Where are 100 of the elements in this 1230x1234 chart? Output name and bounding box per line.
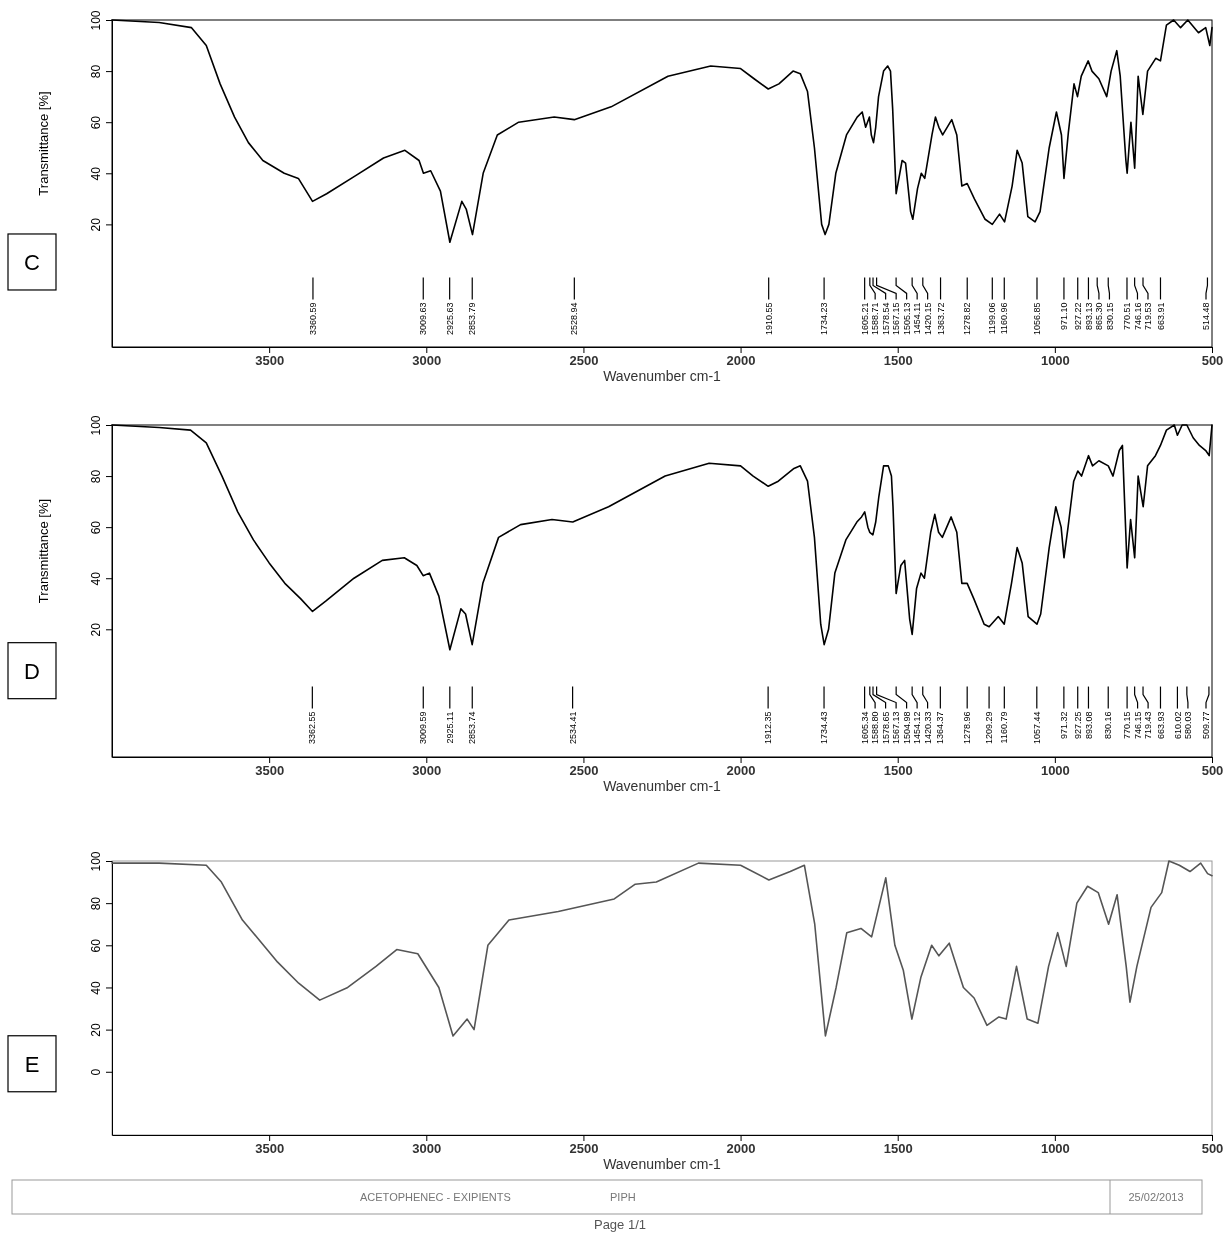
annotation: 1588.71: [870, 302, 881, 335]
annotation: 1505.13: [901, 302, 912, 335]
x-tick-label: 500: [1201, 1141, 1224, 1157]
annotation: 514.48: [1201, 302, 1212, 330]
annotation: 3009.63: [418, 302, 429, 335]
y-tick-label: 100: [89, 415, 104, 436]
annotation: 746.15: [1132, 711, 1143, 740]
annotation: 1363.72: [935, 302, 946, 335]
annotation: 2925.11: [444, 711, 455, 744]
text: PIPH: [610, 1191, 636, 1203]
y-tick-label: 20: [89, 622, 104, 637]
annotation: 1734.43: [819, 711, 830, 745]
annotation: 1454.11: [912, 302, 923, 335]
line-series: [111, 860, 1213, 1037]
annotation: 663.93: [1155, 711, 1166, 740]
x-tick-label: 2500: [569, 1141, 599, 1157]
annotation: 663.91: [1155, 302, 1166, 330]
annotation: 3362.55: [307, 711, 318, 745]
annotation: 770.51: [1122, 302, 1133, 330]
annotation: 927.25: [1072, 711, 1083, 740]
y-tick-label: 20: [89, 217, 104, 232]
annotation: 971.32: [1059, 711, 1070, 740]
x-tick-label: 3000: [412, 1141, 442, 1157]
annotation: 1278.82: [962, 302, 973, 335]
annotation: 1364.37: [935, 711, 946, 745]
x-tick-label: 1000: [1040, 1141, 1070, 1157]
y-tick-label: 80: [89, 469, 104, 484]
y-tick-label: 60: [89, 938, 104, 953]
annotation: 3009.59: [418, 711, 429, 745]
x-tick-label: 2000: [726, 353, 756, 369]
x-tick-label: 1500: [883, 763, 913, 779]
x-tick-label: 3500: [255, 353, 285, 369]
text: D: [24, 658, 40, 684]
annotation: 1057.44: [1031, 711, 1042, 745]
annotation: 1567.13: [891, 711, 902, 745]
text: ACETOPHENEC - EXIPIENTS: [360, 1191, 511, 1203]
y-tick-label: 80: [89, 896, 104, 911]
annotation: 927.22: [1072, 302, 1083, 330]
y-tick-label: 40: [89, 166, 104, 181]
annotation: 2528.94: [569, 302, 580, 335]
annotation: 1910.55: [763, 302, 774, 335]
annotation: 1912.35: [763, 711, 774, 745]
x-tick-label: 1500: [883, 353, 913, 369]
annotation: 1160.96: [999, 302, 1010, 335]
annotation: 580.03: [1183, 711, 1194, 740]
annotation: 830.15: [1104, 302, 1115, 330]
text: 25/02/2013: [1128, 1191, 1184, 1203]
x-tick-label: 500: [1201, 353, 1224, 369]
y-tick-label: 40: [89, 980, 104, 995]
annotation: 610.02: [1172, 711, 1183, 740]
annotation: 719.43: [1143, 711, 1154, 740]
y-tick-label: 80: [89, 64, 104, 79]
annotation: 1734.23: [819, 302, 830, 335]
y-axis-title: Transmittance [%]: [36, 498, 51, 604]
annotation: 2853.74: [467, 711, 478, 745]
text: E: [24, 1051, 40, 1077]
x-tick-label: 3000: [412, 763, 442, 779]
y-tick-label: 60: [89, 115, 104, 130]
x-tick-label: 2000: [726, 1141, 756, 1157]
annotation: 1567.15: [891, 302, 902, 335]
y-tick-label: 100: [89, 851, 104, 872]
x-axis-title: Wavenumber cm-1: [603, 778, 722, 794]
text: Page 1/1: [593, 1217, 647, 1232]
x-tick-label: 1000: [1040, 353, 1070, 369]
x-tick-label: 1500: [883, 1141, 913, 1157]
y-tick-label: 20: [89, 1023, 104, 1037]
annotation: 746.16: [1132, 302, 1143, 330]
annotation: 1605.34: [859, 711, 870, 745]
x-tick-label: 2500: [569, 763, 599, 779]
x-tick-label: 3500: [255, 1141, 285, 1157]
annotation: 1504.98: [901, 711, 912, 745]
annotation: 1605.21: [859, 302, 870, 335]
annotation: 1199.06: [987, 302, 998, 335]
annotation: 2534.41: [567, 711, 578, 745]
annotation: 1056.85: [1032, 302, 1043, 335]
y-tick-label: 60: [89, 520, 104, 535]
annotation: 719.53: [1143, 302, 1154, 330]
x-tick-label: 2000: [726, 763, 756, 779]
annotation: 3360.59: [308, 302, 319, 335]
annotation: 2925.63: [444, 302, 455, 335]
annotation: 770.15: [1122, 711, 1133, 740]
x-axis-title: Wavenumber cm-1: [603, 1156, 722, 1172]
y-tick-label: 100: [89, 10, 104, 31]
annotation: 1209.29: [984, 711, 995, 745]
x-tick-label: 3500: [255, 763, 285, 779]
x-tick-label: 2500: [569, 353, 599, 369]
y-axis-title: Transmittance [%]: [36, 91, 51, 196]
annotation: 1578.54: [880, 302, 891, 335]
y-tick-label: 40: [89, 571, 104, 586]
annotation: 971.10: [1059, 302, 1070, 330]
x-tick-label: 1000: [1040, 763, 1070, 779]
annotation: 1578.65: [880, 711, 891, 745]
x-tick-label: 500: [1201, 763, 1224, 779]
text: C: [24, 249, 41, 275]
annotation: 1588.80: [870, 711, 881, 745]
annotation: 830.16: [1103, 711, 1114, 740]
annotation: 893.13: [1083, 302, 1094, 330]
y-tick-label: 0: [89, 1068, 104, 1076]
annotation: 1420.33: [922, 711, 933, 745]
annotation: 2853.79: [467, 302, 478, 335]
